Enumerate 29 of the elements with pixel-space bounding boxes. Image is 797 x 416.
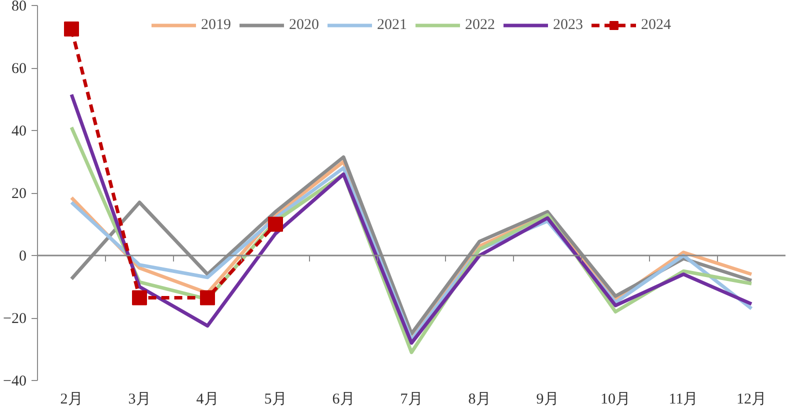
x-tick-label: 4月	[196, 392, 219, 408]
legend-label: 2020	[289, 16, 319, 34]
x-tick-label: 8月	[468, 392, 491, 408]
legend-label: 2021	[377, 16, 407, 34]
point	[268, 216, 283, 232]
x-tick-label: 6月	[332, 392, 355, 408]
y-tick-label: −40	[3, 374, 27, 390]
point	[64, 21, 79, 36]
y-tick-label: 80	[12, 0, 26, 14]
x-tick-label: 5月	[264, 392, 287, 408]
x-tick-label: 2月	[60, 392, 83, 408]
x-tick-label: 10月	[600, 392, 630, 408]
y-tick-label: 20	[12, 186, 26, 202]
legend-label: 2019	[201, 16, 231, 34]
y-tick-label: 60	[12, 61, 26, 77]
x-tick-label: 12月	[736, 392, 766, 408]
x-tick-label: 7月	[400, 392, 423, 408]
point	[200, 290, 215, 306]
x-tick-label: 3月	[128, 392, 151, 408]
legend-label: 2023	[553, 16, 583, 34]
y-tick-label: −20	[3, 311, 27, 327]
legend-label: 2024	[641, 16, 671, 34]
x-tick-label: 11月	[668, 392, 698, 408]
y-tick-label: 0	[19, 248, 26, 264]
point	[132, 290, 147, 306]
x-tick-label: 9月	[536, 392, 559, 408]
line-series	[70, 92, 754, 345]
y-tick-label: 40	[12, 124, 26, 140]
legend-label: 2022	[465, 16, 495, 34]
